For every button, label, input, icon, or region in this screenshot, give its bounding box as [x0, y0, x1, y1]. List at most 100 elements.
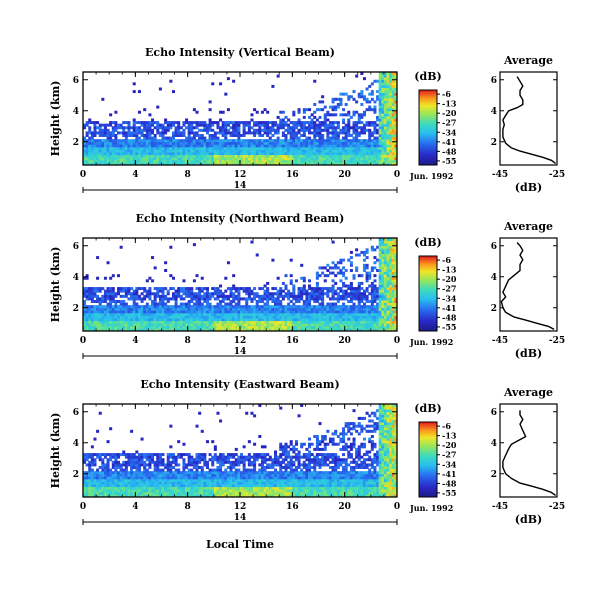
- heatmap-cell: [140, 162, 144, 166]
- heatmap-cell: [383, 320, 387, 324]
- heatmap-cell: [98, 471, 102, 475]
- heatmap-cell: [211, 141, 215, 145]
- heatmap-cell: [200, 152, 204, 156]
- heatmap-cell: [310, 144, 314, 148]
- heatmap-cell: [224, 92, 228, 96]
- heatmap-cell: [93, 139, 97, 143]
- heatmap-cell: [137, 297, 141, 301]
- heatmap-cell: [373, 328, 377, 332]
- heatmap-cell: [386, 131, 390, 135]
- heatmap-cell: [164, 328, 168, 332]
- heatmap-cell: [313, 134, 317, 137]
- heatmap-cell: [174, 312, 178, 316]
- heatmap-cell: [229, 302, 233, 306]
- heatmap-cell: [305, 310, 309, 314]
- heatmap-cell: [164, 149, 168, 153]
- heatmap-cell: [137, 305, 141, 309]
- heatmap-cell: [117, 320, 121, 324]
- heatmap-cell: [315, 131, 319, 135]
- heatmap-cell: [378, 123, 382, 127]
- heatmap-cell: [245, 307, 249, 311]
- heatmap-cell: [305, 162, 309, 166]
- heatmap-cell: [386, 152, 390, 156]
- heatmap-cell: [161, 146, 165, 150]
- heatmap-cell: [177, 159, 181, 163]
- heatmap-cell: [334, 320, 338, 324]
- heatmap-cell: [378, 154, 382, 158]
- heatmap-cell: [352, 159, 356, 163]
- heatmap-cell: [171, 136, 175, 140]
- heatmap-cell: [151, 478, 155, 482]
- heatmap-cell: [347, 323, 351, 327]
- heatmap-cell: [386, 103, 390, 106]
- heatmap-cell: [370, 92, 374, 96]
- heatmap-cell: [360, 315, 364, 319]
- heatmap-cell: [381, 312, 385, 316]
- heatmap-cell: [331, 318, 335, 322]
- heatmap-cell: [266, 281, 270, 285]
- heatmap-cell: [376, 90, 380, 94]
- heatmap-cell: [352, 276, 356, 280]
- heatmap-cell: [151, 494, 155, 498]
- heatmap-cell: [101, 320, 105, 324]
- heatmap-cell: [305, 152, 309, 156]
- heatmap-cell: [362, 258, 366, 262]
- heatmap-cell: [281, 141, 285, 145]
- panels-layer: Echo Intensity (Vertical Beam)0 4 8 12 16 20 0…: [49, 46, 565, 526]
- heatmap-cell: [98, 310, 102, 314]
- heatmap-cell: [200, 307, 204, 311]
- heatmap-cell: [276, 159, 280, 163]
- heatmap-cell: [109, 287, 113, 291]
- heatmap-cell: [85, 307, 89, 311]
- heatmap-cell: [153, 305, 157, 309]
- heatmap-cell: [258, 128, 262, 132]
- heatmap-cell: [394, 128, 398, 132]
- heatmap-cell: [376, 131, 380, 135]
- heatmap-cell: [391, 276, 395, 280]
- heatmap-cell: [216, 121, 220, 125]
- heatmap-cell: [169, 320, 173, 324]
- heatmap-cell: [137, 139, 141, 143]
- heatmap-cell: [279, 162, 283, 166]
- heatmap-cell: [96, 157, 100, 161]
- heatmap-cell: [111, 292, 115, 296]
- heatmap-cell: [245, 123, 249, 127]
- heatmap-cell: [276, 305, 280, 309]
- heatmap-cell: [240, 139, 244, 143]
- heatmap-cell: [250, 305, 254, 309]
- heatmap-cell: [205, 320, 209, 324]
- heatmap-cell: [266, 121, 270, 125]
- heatmap-cell: [219, 126, 223, 130]
- heatmap-cell: [292, 113, 296, 117]
- heatmap-cell: [101, 149, 105, 153]
- heatmap-cell: [271, 139, 275, 143]
- heatmap-cell: [318, 294, 322, 298]
- heatmap-cell: [336, 320, 340, 324]
- heatmap-cell: [347, 128, 351, 132]
- heatmap-cell: [90, 315, 94, 319]
- heatmap-cell: [237, 128, 241, 132]
- heatmap-cell: [198, 287, 202, 291]
- heatmap-cell: [328, 315, 332, 319]
- heatmap-cell: [344, 325, 348, 329]
- heatmap-cell: [122, 460, 126, 464]
- heatmap-cell: [106, 460, 110, 464]
- heatmap-cell: [268, 292, 272, 296]
- heatmap-cell: [237, 126, 241, 130]
- heatmap-cell: [103, 463, 107, 467]
- heatmap-cell: [187, 320, 191, 324]
- average-x-label: (dB): [515, 181, 542, 194]
- heatmap-cell: [289, 315, 293, 319]
- heatmap-cell: [109, 494, 113, 498]
- colorbar-tick-label: -41: [442, 137, 456, 147]
- heatmap-cell: [200, 159, 204, 163]
- heatmap-cell: [130, 453, 134, 457]
- heatmap-cell: [137, 128, 141, 132]
- heatmap-cell: [106, 144, 110, 148]
- heatmap-cell: [85, 476, 89, 480]
- heatmap-cell: [177, 134, 181, 137]
- heatmap-cell: [331, 105, 335, 109]
- heatmap-cell: [360, 287, 364, 291]
- heatmap-cell: [389, 72, 393, 75]
- heatmap-cell: [323, 320, 327, 324]
